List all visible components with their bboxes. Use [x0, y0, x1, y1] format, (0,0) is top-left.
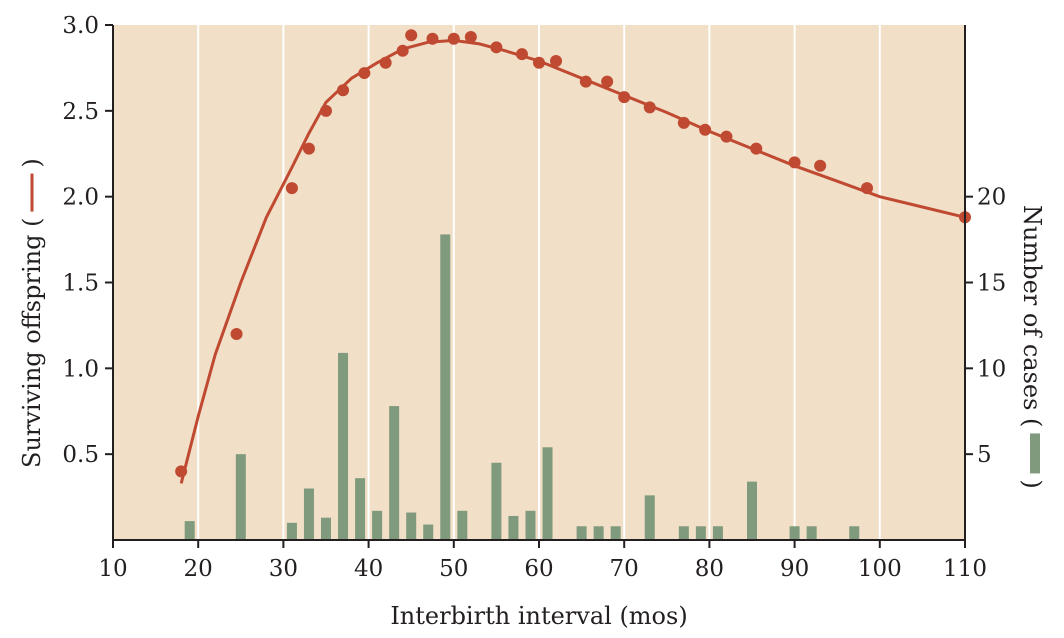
case-bar [406, 512, 417, 540]
offspring-point [302, 142, 315, 155]
offspring-point [579, 75, 592, 88]
case-bar [457, 510, 468, 540]
y-left-tick-label: 1.5 [62, 271, 99, 297]
case-bar [389, 406, 400, 540]
case-bar [593, 526, 604, 540]
offspring-point [550, 55, 563, 68]
x-axis-title: Interbirth interval (mos) [390, 602, 687, 630]
tick-labels: 10 20 30 40 50 60 70 80 90 100 110 0.5 1.0 1.5 2.0 2.5 3… [62, 13, 1006, 582]
y-left-tick-label: 3.0 [62, 13, 99, 39]
offspring-point [643, 101, 656, 114]
y-right-tick-label: 20 [977, 185, 1006, 211]
offspring-point [230, 328, 243, 340]
offspring-point [601, 75, 614, 88]
offspring-point [699, 123, 712, 136]
y-left-axis-title-close: ) [18, 158, 46, 167]
offspring-point [533, 56, 545, 69]
case-bar [712, 526, 723, 540]
offspring-curve [179, 38, 966, 484]
case-bar [525, 510, 536, 540]
x-tick-label: 50 [439, 556, 468, 582]
offspring-point [447, 32, 460, 45]
offspring-point [618, 91, 631, 104]
x-tick-label: 100 [858, 556, 902, 582]
x-tick-label: 70 [610, 556, 639, 582]
case-bar [678, 526, 689, 540]
offspring-point [750, 142, 763, 155]
x-tick-label: 80 [695, 556, 724, 582]
offspring-point [396, 44, 409, 57]
case-bar [440, 234, 451, 540]
case-bar [423, 524, 434, 540]
x-tick-label: 20 [184, 556, 213, 582]
x-tick-label: 90 [780, 556, 809, 582]
case-bar [747, 481, 757, 540]
y-right-tick-label: 5 [977, 442, 992, 468]
x-tick-label: 10 [98, 556, 127, 582]
offspring-point [426, 32, 439, 45]
case-bar [235, 454, 246, 540]
offspring-point [814, 159, 827, 172]
offspring-point [788, 156, 801, 169]
case-bar [610, 526, 621, 540]
offspring-point [285, 182, 298, 195]
case-bar [789, 526, 800, 540]
y-left-title-group: Surviving offspring ( ) [18, 158, 46, 468]
x-tick-label: 30 [269, 556, 298, 582]
y-right-axis-title: Number of cases ( [1018, 205, 1046, 427]
offspring-point [405, 29, 418, 42]
case-bar [849, 526, 860, 540]
case-bar [372, 510, 383, 540]
offspring-point [490, 41, 503, 54]
offspring-point [464, 31, 477, 44]
offspring-point [337, 84, 350, 97]
y-right-tick-label: 10 [977, 356, 1006, 382]
case-bar [321, 517, 331, 540]
case-bar [286, 522, 297, 540]
case-bar [542, 447, 553, 540]
offspring-point [358, 67, 371, 80]
y-right-tick-label: 15 [977, 271, 1006, 297]
case-bar [508, 515, 519, 540]
offspring-point [861, 182, 874, 195]
case-bar [644, 495, 655, 540]
offspring-point [379, 56, 392, 69]
y-right-axis-title-close: ) [1018, 479, 1046, 488]
case-bar [576, 526, 587, 540]
y-left-tick-label: 2.5 [62, 99, 99, 125]
axes [105, 24, 973, 548]
case-bar [338, 352, 349, 540]
offspring-point [515, 48, 528, 61]
case-bar [184, 521, 195, 540]
cases-bars [184, 234, 860, 540]
offspring-points [175, 29, 971, 478]
offspring-point [175, 465, 188, 478]
y-left-tick-label: 1.0 [62, 356, 99, 382]
case-bar [806, 526, 817, 540]
x-tick-label: 40 [354, 556, 383, 582]
x-tick-label: 60 [524, 556, 553, 582]
y-right-legend-bar [1030, 433, 1040, 474]
offspring-point [677, 116, 690, 129]
case-bar [355, 478, 366, 540]
y-left-tick-label: 2.0 [62, 185, 99, 211]
gridlines [197, 25, 881, 540]
case-bar [491, 462, 502, 540]
case-bar [303, 488, 314, 540]
offspring-point [320, 104, 332, 117]
offspring-point [720, 130, 733, 143]
y-left-tick-label: 0.5 [62, 442, 99, 468]
y-right-title-group: Number of cases ( ) [1018, 205, 1046, 489]
x-tick-label: 110 [943, 556, 987, 582]
case-bar [695, 526, 706, 540]
y-left-axis-title: Surviving offspring ( [18, 218, 46, 468]
